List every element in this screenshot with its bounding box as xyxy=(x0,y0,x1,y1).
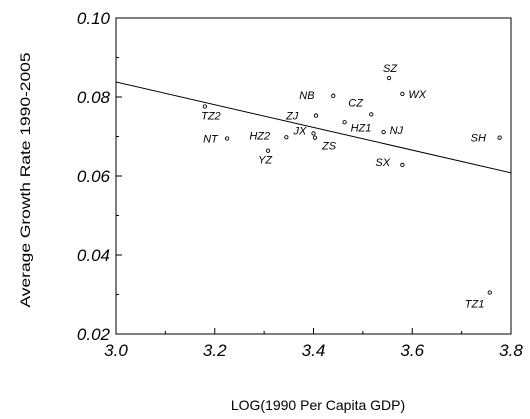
point-marker-hz2 xyxy=(284,135,289,140)
point-label-sx: SX xyxy=(375,157,390,169)
point-marker-yz xyxy=(265,148,271,153)
point-marker-wx xyxy=(400,91,405,96)
point-label-nt: NT xyxy=(203,133,219,145)
y-tick-label: 0.02 xyxy=(77,325,111,344)
y-axis-ticks: 0.02 0.04 0.06 0.08 0.10 xyxy=(77,9,122,344)
y-axis-title: Average Growth Rate 1990-2005 xyxy=(17,52,33,307)
point-marker-hz1 xyxy=(342,120,347,125)
x-tick-label: 3.6 xyxy=(400,341,424,360)
point-marker-zj xyxy=(313,113,319,118)
point-label-wx: WX xyxy=(408,89,426,101)
x-tick-label: 3.0 xyxy=(104,341,128,360)
point-marker-tz2 xyxy=(202,104,208,109)
plot-frame xyxy=(115,17,512,335)
point-label-hz2: HZ2 xyxy=(249,130,270,142)
y-tick-label: 0.06 xyxy=(77,167,111,186)
point-label-nb: NB xyxy=(299,90,314,102)
point-label-yz: YZ xyxy=(258,155,273,167)
regression-line xyxy=(115,81,512,174)
point-label-cz: CZ xyxy=(348,97,364,109)
point-marker-sx xyxy=(400,162,405,168)
point-marker-nj xyxy=(381,130,386,135)
point-marker-nb xyxy=(331,93,336,98)
point-marker-cz xyxy=(369,112,374,117)
y-tick-label: 0.08 xyxy=(77,88,111,107)
point-label-sh: SH xyxy=(471,133,486,145)
point-marker-nt xyxy=(224,136,230,141)
y-tick-label: 0.04 xyxy=(77,246,110,265)
point-marker-zs xyxy=(312,135,318,140)
point-marker-sh xyxy=(497,135,502,140)
point-label-jx: JX xyxy=(293,125,308,137)
data-points: SZ WX NB TZ2 CZ ZJ HZ1 NJ JX HZ2 ZS SH NT YZ SX TZ1 xyxy=(201,63,502,311)
x-tick-label: 3.2 xyxy=(203,341,227,360)
x-tick-label: 3.8 xyxy=(499,341,523,360)
point-label-zs: ZS xyxy=(321,141,337,153)
point-label-zj: ZJ xyxy=(285,111,299,123)
x-tick-label: 3.4 xyxy=(302,341,326,360)
point-label-tz1: TZ1 xyxy=(465,299,485,311)
point-label-tz2: TZ2 xyxy=(201,110,221,122)
point-marker-tz1 xyxy=(487,290,492,295)
x-axis-ticks: 3.0 3.2 3.4 3.6 3.8 xyxy=(104,328,523,360)
y-tick-label: 0.10 xyxy=(77,9,111,28)
point-label-sz: SZ xyxy=(383,63,398,75)
point-label-hz1: HZ1 xyxy=(351,122,372,134)
point-marker-jx xyxy=(311,131,316,136)
x-axis-title: LOG(1990 Per Capita GDP) xyxy=(231,397,405,413)
point-marker-sz xyxy=(386,75,392,81)
point-label-nj: NJ xyxy=(390,125,404,137)
